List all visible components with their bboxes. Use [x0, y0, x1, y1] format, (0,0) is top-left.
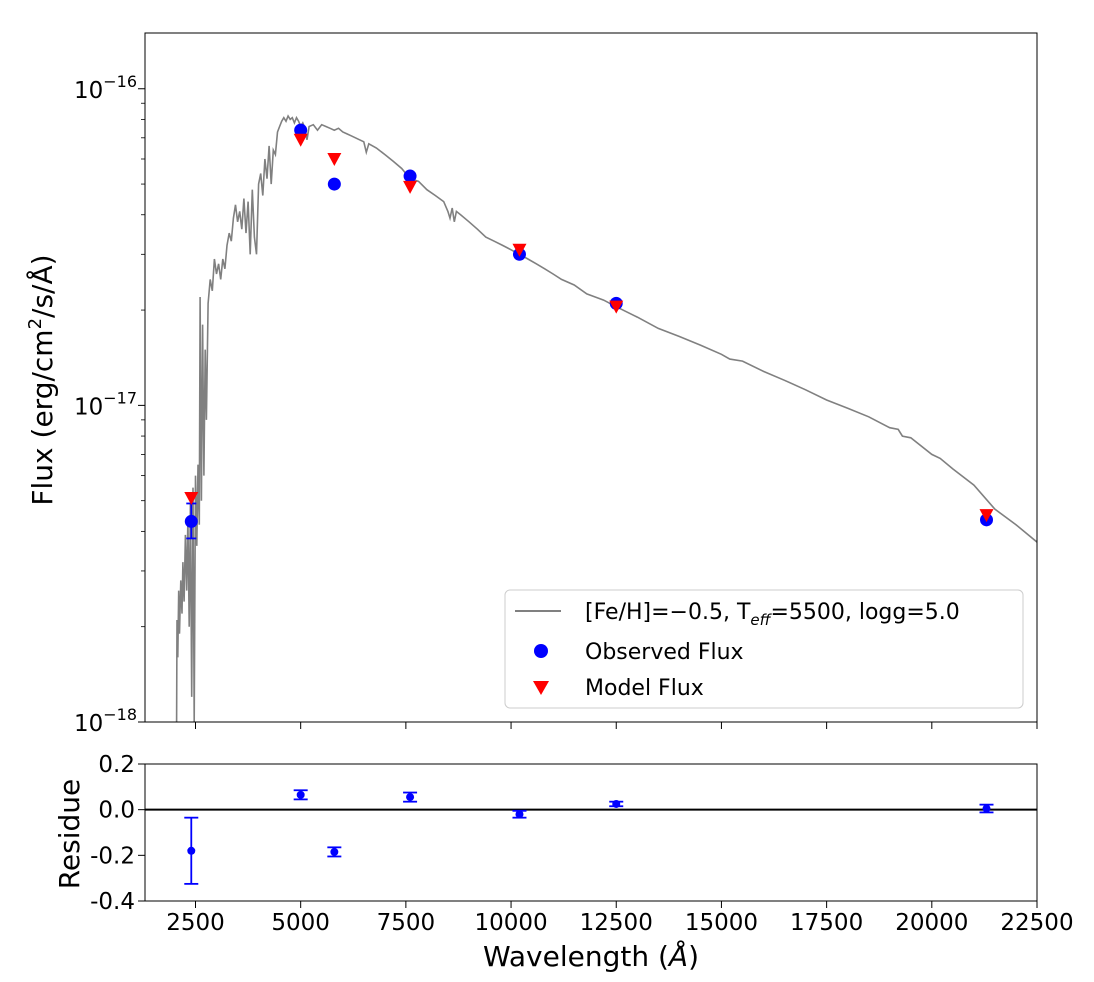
residue-y-axis-label: Residue [53, 779, 86, 890]
residue-y-tick-label-1: 0.0 [98, 798, 135, 824]
observed-flux-point-0 [184, 514, 198, 528]
residue-point-1 [296, 790, 305, 799]
residue-plot-area [145, 764, 1037, 901]
model-flux-point-1 [293, 133, 308, 147]
legend: [Fe/H]=−0.5, Teff=5500, logg=5.0 Observe… [504, 589, 1024, 709]
observed-flux-point-2 [327, 177, 341, 191]
legend-model-label: [Fe/H]=−0.5, Teff=5500, logg=5.0 [585, 600, 960, 629]
flux-panel: 10−16 10−17 10−18 Flux (erg/cm2/s/Å) [Fe/H… [25, 32, 1038, 737]
observed-flux-point-1 [294, 123, 308, 137]
residue-point-0 [187, 846, 196, 855]
residue-y-tick-label-3: -0.4 [90, 889, 135, 915]
x-tick-label-2: 7500 [377, 910, 436, 936]
flux-plot-content [175, 114, 1037, 722]
residue-y-tick-label-0: 0.2 [98, 752, 135, 778]
legend-observed-marker [534, 644, 548, 658]
x-tick-label-3: 10000 [474, 910, 547, 936]
model-flux-point-4 [512, 243, 527, 257]
flux-y-tick-label-0: 10−16 [74, 72, 137, 104]
flux-plot-frame [144, 32, 1038, 723]
x-tick-label-0: 2500 [166, 910, 225, 936]
x-tick-label-7: 20000 [895, 910, 968, 936]
residue-point-2 [330, 847, 339, 856]
legend-model-marker [533, 681, 549, 695]
flux-y-tick-label-2: 10−18 [74, 705, 137, 737]
x-axis-label: Wavelength (Å) [483, 939, 699, 973]
flux-axes: 10−16 10−17 10−18 [74, 72, 1038, 737]
residue-plot-content [145, 789, 1037, 885]
legend-model-flux-label: Model Flux [585, 676, 704, 701]
model-flux-point-3 [403, 180, 418, 194]
x-tick-label-4: 12500 [580, 910, 653, 936]
flux-y-tick-label-1: 10−17 [74, 388, 137, 420]
model-flux-point-2 [327, 152, 342, 166]
x-tick-label-5: 15000 [685, 910, 758, 936]
flux-y-axis-label: Flux (erg/cm2/s/Å) [25, 254, 59, 505]
model-flux-point-6 [979, 509, 994, 523]
residue-point-6 [982, 804, 991, 813]
x-tick-label-6: 17500 [790, 910, 863, 936]
observed-flux-point-3 [403, 169, 417, 183]
residue-point-5 [612, 799, 621, 808]
model-flux-point-5 [609, 300, 624, 314]
x-tick-label-1: 5000 [271, 910, 330, 936]
model-flux-point-0 [184, 491, 199, 505]
residue-axes: 0.2 0.0 -0.2 -0.4 2500 5000 7500 10000 12500 1500… [90, 752, 1073, 936]
residue-y-tick-label-2: -0.2 [90, 843, 135, 869]
residue-plot-frame [144, 763, 1038, 902]
legend-box [504, 589, 1024, 709]
x-tick-label-8: 22500 [1000, 910, 1073, 936]
residue-panel: 0.2 0.0 -0.2 -0.4 2500 5000 7500 10000 12500 1500… [53, 752, 1074, 973]
residue-point-4 [515, 810, 524, 819]
legend-observed-label: Observed Flux [585, 640, 744, 665]
residue-point-3 [406, 793, 415, 802]
